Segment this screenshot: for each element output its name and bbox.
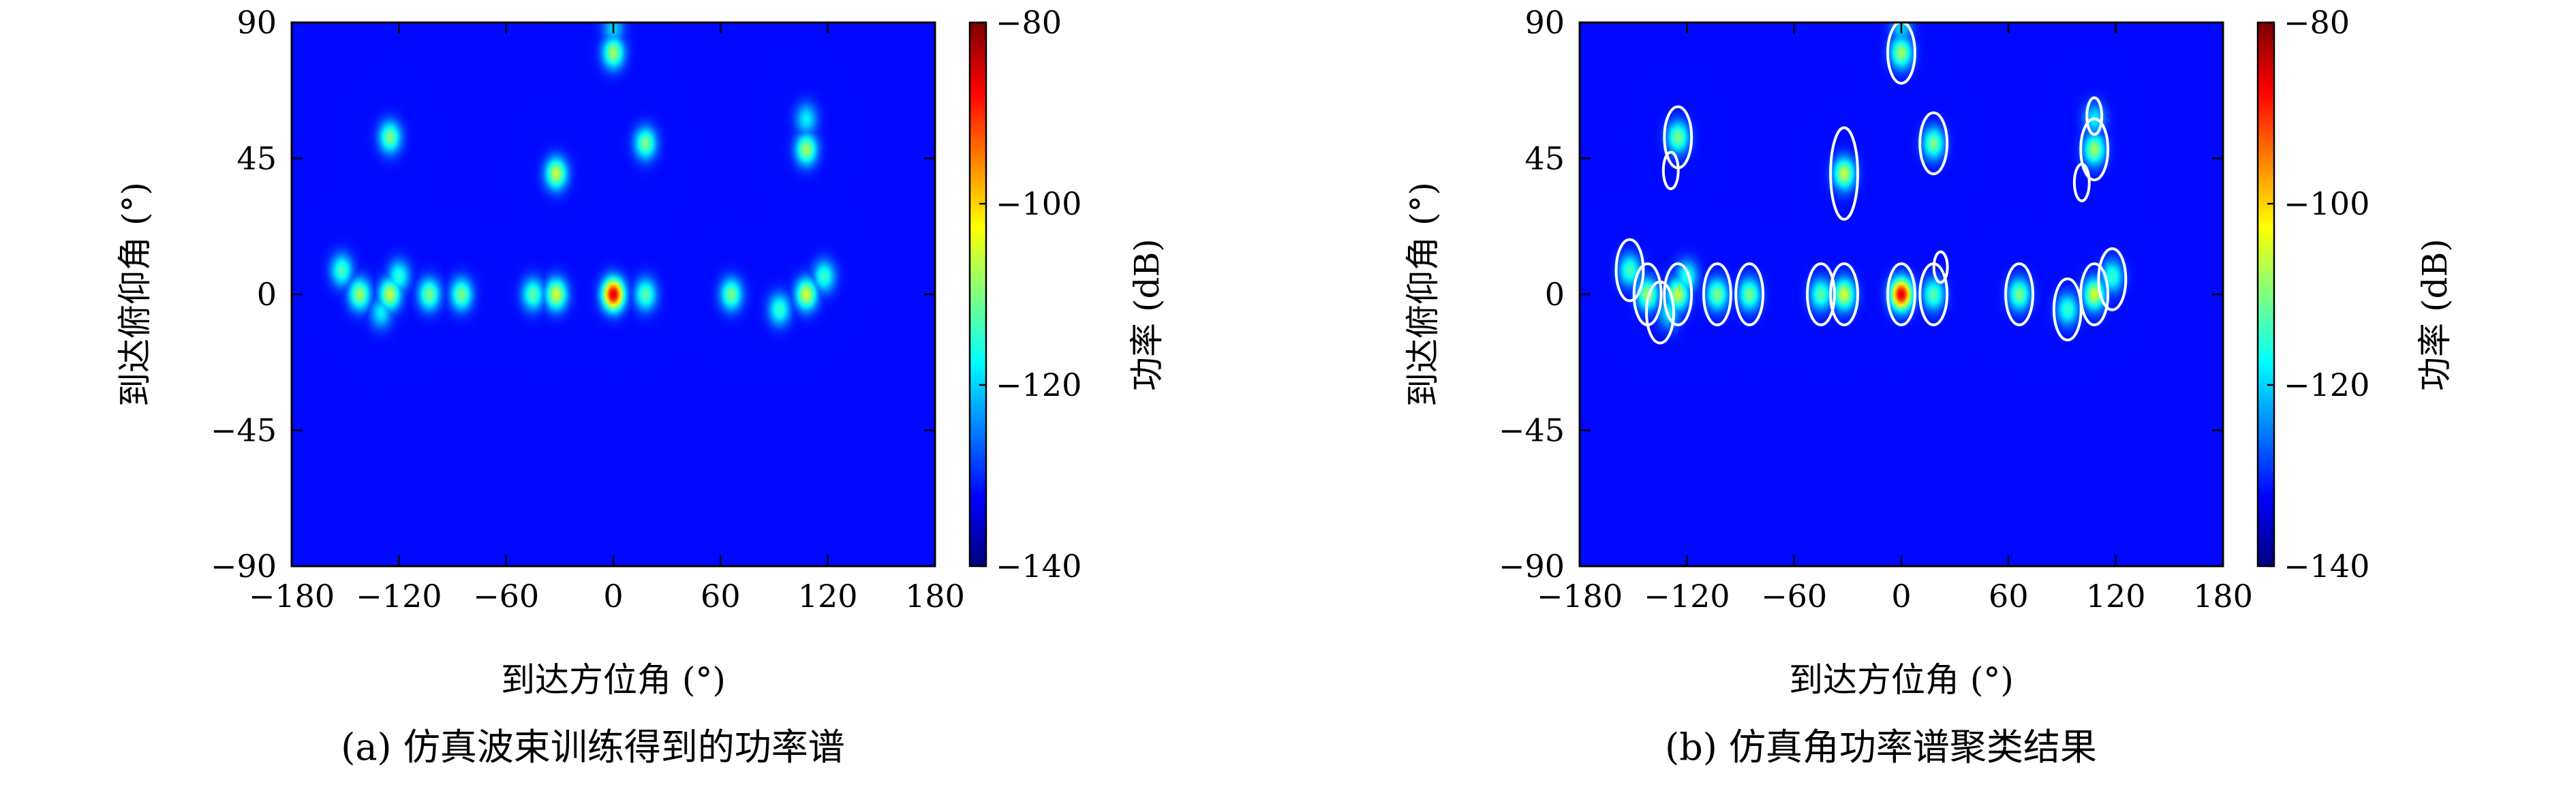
colorbar-label: 功率 (dB) [1127,238,1167,391]
x-tick-label: 180 [905,578,965,615]
heatmap-image [292,22,935,566]
colorbar-tick-label: −100 [996,185,1082,222]
cluster-outline [2085,96,2104,136]
y-tick-label: 0 [257,276,277,313]
cluster-outline [1645,280,1675,345]
cluster-outline [1932,250,1949,284]
x-tick-label: −60 [473,578,539,615]
chart-panel-b: −180 −120 −60 0 60 120 180 −90 −45 0 45 90 到达方位角 (°)… [1403,4,2455,769]
x-tick-label: 0 [1891,578,1911,615]
x-tick-label: 60 [701,578,741,615]
colorbar-label: 功率 (dB) [2415,238,2455,391]
y-tick-label: −45 [1499,412,1565,449]
colorbar-tick-label: −100 [2284,185,2370,222]
x-axis-label: 到达方位角 (°) [1789,660,2014,700]
cluster-outline [2097,247,2128,311]
figure-caption: (a) 仿真波束训练得到的功率谱 [341,726,845,769]
cluster-outline [1806,262,1836,326]
figure-caption: (b) 仿真角功率谱聚类结果 [1665,726,2097,769]
x-tick-label: 180 [2193,578,2253,615]
x-tick-label: −180 [1537,578,1623,615]
y-tick-label: 0 [1545,276,1565,313]
y-axis-label: 到达俯仰角 (°) [115,182,155,407]
x-axis-label: 到达方位角 (°) [501,660,726,700]
x-tick-label: −60 [1761,578,1827,615]
x-tick-label: −120 [1644,578,1730,615]
heatmap-image [1580,22,2223,566]
cluster-outline [2072,163,2091,202]
cluster-outline [1702,262,1732,326]
colorbar-frame [2256,21,2275,568]
y-tick-label: −90 [1499,548,1565,585]
x-tick-label: 120 [2086,578,2146,615]
cluster-outline [1663,262,1693,326]
colorbar-tick-label: −140 [996,548,1082,585]
y-tick-label: −45 [211,412,277,449]
x-tick-label: −120 [356,578,442,615]
chart-panel-a: −180 −120 −60 0 60 120 180 −90 −45 0 45 90 到达方位角 (°)… [115,4,1167,769]
cluster-outline [1886,262,1916,326]
cluster-outline [2052,277,2083,342]
colorbar-tick-label: −120 [2284,367,2370,403]
colorbar-tick-label: −80 [996,4,1062,41]
y-tick-label: 90 [1524,4,1565,41]
y-tick-label: 45 [1524,140,1565,177]
x-tick-label: −180 [249,578,335,615]
cluster-outline [1918,111,1949,176]
cluster-outline [1829,262,1860,326]
x-tick-label: 0 [603,578,623,615]
cluster-outline [1614,238,1645,303]
y-tick-label: 90 [236,4,277,41]
colorbar-tick-label: −140 [2284,548,2370,585]
cluster-outline [1829,126,1860,221]
x-tick-label: 60 [1989,578,2029,615]
colorbar-gradient [970,22,986,566]
x-tick-label: 120 [798,578,858,615]
colorbar-frame [968,21,987,568]
colorbar-tick-label: −80 [2284,4,2350,41]
y-tick-label: −90 [211,548,277,585]
cluster-outline [2004,262,2034,326]
colorbar-tick-label: −120 [996,367,1082,403]
y-axis-label: 到达俯仰角 (°) [1403,182,1443,407]
cluster-outline [1661,151,1680,191]
y-tick-label: 45 [236,140,277,177]
cluster-outline [2079,117,2110,182]
colorbar-gradient [2258,22,2274,566]
cluster-outline [1734,262,1765,326]
